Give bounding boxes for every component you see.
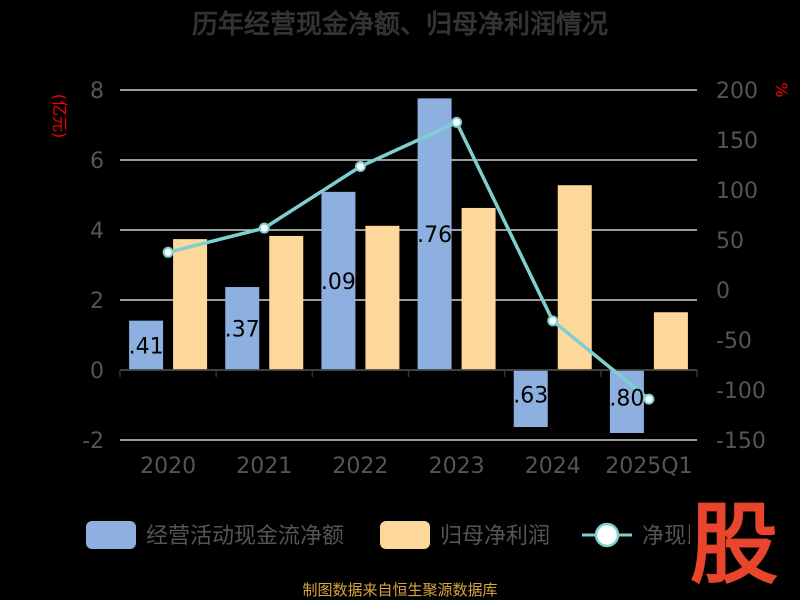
right-tick-label: 150 <box>716 129 758 154</box>
profit-bar <box>269 235 304 370</box>
x-tick-label: 2025Q1 <box>605 454 692 479</box>
right-tick-label: 200 <box>716 79 758 104</box>
left-axis-unit: (亿元) <box>50 94 69 139</box>
legend: 经营活动现金流净额 归母净利润 净现比 <box>86 521 708 549</box>
legend-label-cashflow: 经营活动现金流净额 <box>146 524 344 549</box>
left-tick-label: 2 <box>90 289 104 314</box>
cashflow-bar <box>225 287 260 370</box>
right-tick-label: 0 <box>716 279 730 304</box>
right-tick-label: -50 <box>716 329 752 354</box>
profit-bar <box>461 207 496 370</box>
x-tick-label: 2024 <box>525 454 581 479</box>
cashflow-bar <box>321 191 356 370</box>
x-tick-label: 2023 <box>429 454 485 479</box>
cashflow-bar <box>417 98 452 371</box>
ratio-line <box>162 116 655 405</box>
left-tick-label: 0 <box>90 359 104 384</box>
right-tick-label: -100 <box>716 379 766 404</box>
profit-bar <box>173 239 208 370</box>
right-tick-label: 100 <box>716 179 758 204</box>
ratio-point <box>162 246 174 258</box>
legend-label-ratio: 净现比 <box>642 524 708 549</box>
watermark-logo: 股 <box>690 493 778 596</box>
legend-swatch-cashflow <box>86 521 136 549</box>
ratio-point <box>258 222 270 234</box>
cashflow-data-label: .63 <box>513 384 548 409</box>
ratio-point <box>354 161 366 172</box>
cashflow-data-label: .76 <box>417 223 452 248</box>
chart-title: 历年经营现金净额、归母净利润情况 <box>192 9 608 40</box>
left-tick-label: 8 <box>90 79 104 104</box>
cashflow-data-label: .41 <box>129 334 164 359</box>
cashflow-data-label: .09 <box>321 270 356 295</box>
x-tick-label: 2020 <box>140 454 196 479</box>
cashflow-bar <box>513 370 548 428</box>
profit-bar <box>653 312 688 370</box>
cashflow-bar <box>129 320 164 370</box>
profit-bar <box>365 225 400 370</box>
left-tick-label: 4 <box>90 219 104 244</box>
axes: -2 0 2 4 6 8 -150 -100 -50 0 50 100 150 200 2020 2021 20… <box>82 79 766 479</box>
cashflow-data-label: .37 <box>225 318 260 343</box>
ratio-line-path <box>167 120 651 401</box>
left-tick-label: 6 <box>90 149 104 174</box>
x-tick-label: 2022 <box>332 454 388 479</box>
profit-bar <box>557 185 592 370</box>
source-note: 制图数据来自恒生聚源数据库 <box>302 581 497 599</box>
legend-swatch-profit <box>380 521 430 549</box>
data-labels: .41 .37 .09 .76 .63 .80 <box>129 223 645 411</box>
right-axis-unit: % <box>772 82 791 97</box>
right-tick-label: 50 <box>716 229 744 254</box>
cashflow-data-label: .80 <box>609 387 644 412</box>
right-tick-label: -150 <box>716 429 766 454</box>
legend-label-profit: 归母净利润 <box>440 524 550 549</box>
ratio-point <box>547 315 559 327</box>
left-tick-label: -2 <box>82 429 104 454</box>
ratio-point <box>643 393 655 405</box>
legend-swatch-ratio-dot <box>594 522 620 548</box>
ratio-point <box>451 116 463 128</box>
bar-marks <box>129 98 688 433</box>
x-tick-label: 2021 <box>236 454 292 479</box>
